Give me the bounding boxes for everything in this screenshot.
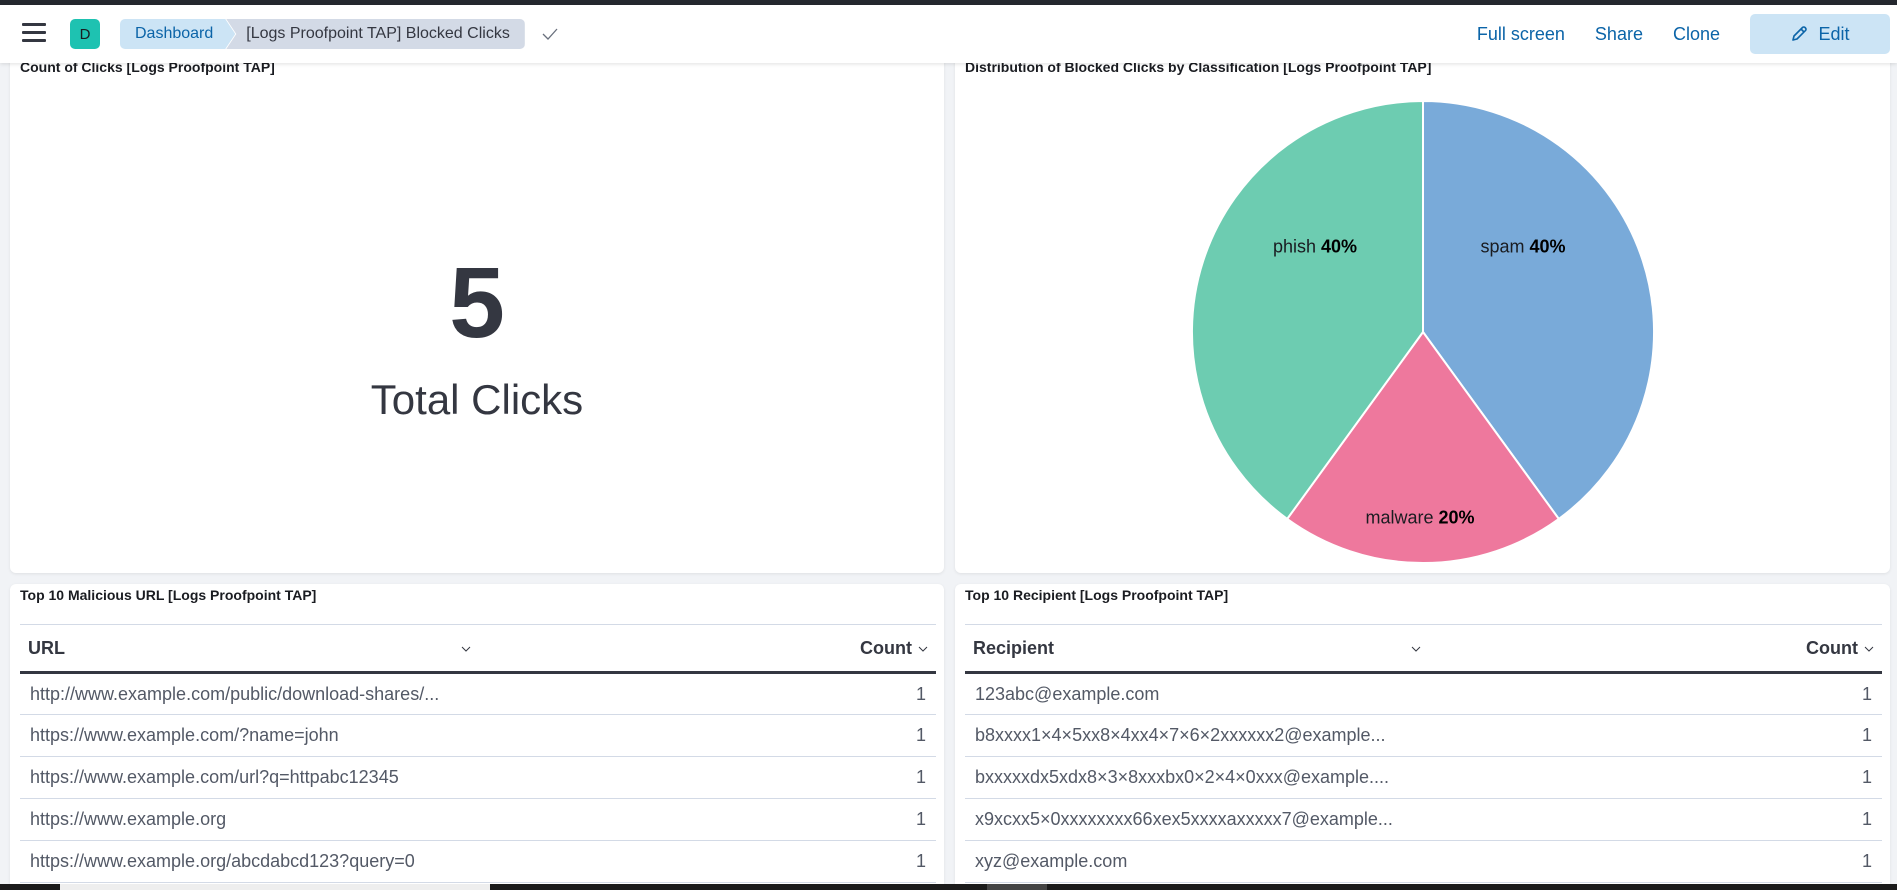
metric-value: 5 — [449, 247, 505, 359]
panel-title: Top 10 Malicious URL [Logs Proofpoint TA… — [20, 587, 317, 603]
panel-top-recipient: Top 10 Recipient [Logs Proofpoint TAP] R… — [955, 584, 1890, 890]
clone-button[interactable]: Clone — [1672, 23, 1720, 44]
pie-label-phish: phish 40% — [1272, 236, 1358, 257]
cell-count: 1 — [1425, 672, 1882, 715]
cell-count: 1 — [480, 840, 936, 883]
taskbar-segment[interactable] — [60, 884, 490, 890]
cell-recipient[interactable]: 123abc@example.com — [965, 672, 1425, 715]
bottom-taskbar — [0, 884, 1897, 890]
breadcrumb: Dashboard [Logs Proofpoint TAP] Blocked … — [120, 19, 525, 49]
table-row: https://www.example.com/?name=john 1 — [20, 714, 936, 757]
column-header-recipient[interactable]: Recipient — [965, 624, 1425, 674]
pie-label-malware: malware 20% — [1365, 507, 1475, 528]
taskbar-segment[interactable] — [987, 884, 1047, 890]
cell-count: 1 — [1425, 756, 1882, 799]
edit-button[interactable]: Edit — [1750, 14, 1890, 54]
share-button[interactable]: Share — [1594, 23, 1643, 44]
table-row: http://www.example.com/public/download-s… — [20, 672, 936, 715]
cell-count: 1 — [1425, 714, 1882, 757]
panel-distribution-pie: Distribution of Blocked Clicks by Classi… — [955, 56, 1890, 573]
cell-count: 1 — [1425, 798, 1882, 841]
hamburger-menu-icon[interactable] — [22, 23, 46, 45]
cell-recipient[interactable]: bxxxxxdx5xdx8×3×8xxxbx0×2×4×0xxx@example… — [965, 756, 1425, 799]
pie-slice-spam[interactable] — [1422, 99, 1656, 521]
table-row: bxxxxxdx5xdx8×3×8xxxbx0×2×4×0xxx@example… — [965, 756, 1882, 799]
panel-title: Top 10 Recipient [Logs Proofpoint TAP] — [965, 587, 1229, 603]
panel-count-of-clicks: Count of Clicks [Logs Proofpoint TAP] 5 … — [10, 56, 944, 573]
table-row: https://www.example.org/abcdabcd123?quer… — [20, 840, 936, 883]
pie-label-spam: spam 40% — [1480, 236, 1566, 257]
full-screen-button[interactable]: Full screen — [1476, 23, 1565, 44]
cell-count: 1 — [1425, 840, 1882, 883]
cell-recipient[interactable]: x9xcxx5×0xxxxxxxx66xex5xxxxaxxxxx7@examp… — [965, 798, 1425, 841]
chevron-down-icon[interactable] — [918, 644, 928, 654]
cell-count: 1 — [480, 756, 936, 799]
chevron-down-icon[interactable] — [461, 644, 471, 654]
space-avatar[interactable]: D — [70, 19, 100, 49]
pie-slice-phish[interactable] — [1190, 99, 1424, 521]
edit-label: Edit — [1818, 23, 1850, 44]
pie-slice-malware[interactable] — [1285, 330, 1561, 564]
table-row: https://www.example.org 1 — [20, 798, 936, 841]
cell-url[interactable]: https://www.example.com/url?q=httpabc123… — [20, 756, 480, 799]
metric-label: Total Clicks — [370, 376, 584, 423]
cell-count: 1 — [480, 714, 936, 757]
cell-count: 1 — [480, 798, 936, 841]
column-header-count[interactable]: Count — [1425, 624, 1882, 674]
recipient-table: Recipient Count 123abc@example.com 1 b8xx… — [965, 624, 1882, 883]
panel-title: Count of Clicks [Logs Proofpoint TAP] — [20, 59, 275, 75]
chevron-down-icon[interactable] — [1411, 644, 1421, 654]
cell-url[interactable]: http://www.example.com/public/download-s… — [20, 672, 480, 715]
panel-title: Distribution of Blocked Clicks by Classi… — [965, 59, 1432, 75]
table-row: b8xxxx1×4×5xx8×4xx4×7×6×2xxxxxx2@example… — [965, 714, 1882, 757]
table-header-row: Recipient Count — [965, 624, 1882, 674]
browser-top-bar — [0, 0, 1897, 5]
pencil-icon — [1792, 26, 1808, 41]
table-header-row: URL Count — [20, 624, 936, 674]
cell-url[interactable]: https://www.example.com/?name=john — [20, 714, 480, 757]
header-actions: Full screen Share Clone Edit — [1477, 14, 1890, 54]
breadcrumb-current-dashboard: [Logs Proofpoint TAP] Blocked Clicks — [226, 19, 525, 49]
dashboard-header: D Dashboard [Logs Proofpoint TAP] Blocke… — [0, 5, 1897, 63]
chevron-down-icon[interactable] — [1864, 644, 1874, 654]
url-table: URL Count http://www.example.com/public/… — [20, 624, 936, 883]
table-row: 123abc@example.com 1 — [965, 672, 1882, 715]
breadcrumb-dashboard[interactable]: Dashboard — [120, 19, 235, 49]
column-header-count[interactable]: Count — [480, 624, 936, 674]
panel-top-malicious-url: Top 10 Malicious URL [Logs Proofpoint TA… — [10, 584, 944, 890]
cell-url[interactable]: https://www.example.org/abcdabcd123?quer… — [20, 840, 480, 883]
cell-count: 1 — [480, 672, 936, 715]
column-header-url[interactable]: URL — [20, 624, 480, 674]
table-row: xyz@example.com 1 — [965, 840, 1882, 883]
cell-recipient[interactable]: b8xxxx1×4×5xx8×4xx4×7×6×2xxxxxx2@example… — [965, 714, 1425, 757]
pie-chart — [1190, 99, 1656, 564]
cell-recipient[interactable]: xyz@example.com — [965, 840, 1425, 883]
cell-url[interactable]: https://www.example.org — [20, 798, 480, 841]
table-row: https://www.example.com/url?q=httpabc123… — [20, 756, 936, 799]
table-row: x9xcxx5×0xxxxxxxx66xex5xxxxaxxxxx7@examp… — [965, 798, 1882, 841]
check-icon[interactable] — [541, 27, 559, 41]
